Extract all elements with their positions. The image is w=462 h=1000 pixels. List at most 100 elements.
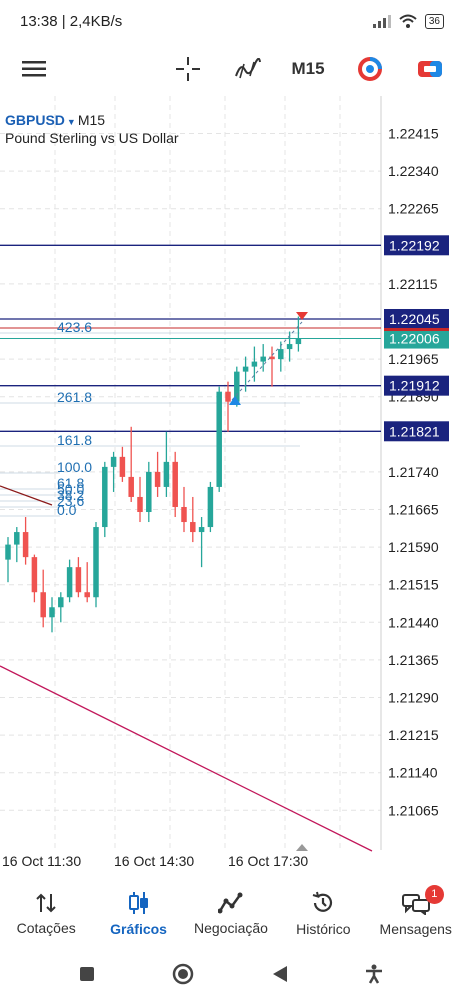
price-level-tag: [384, 308, 449, 329]
trade-icon: [217, 892, 243, 914]
indicators-icon[interactable]: [226, 42, 270, 96]
price-level-tag: [384, 328, 449, 349]
candle-body: [216, 391, 222, 487]
nav-quotes-label: Cotações: [16, 920, 76, 936]
price-tick-label: 1.21365: [388, 652, 439, 668]
ask-line-tag: [384, 328, 449, 331]
price-level-label: 1.22006: [389, 331, 440, 347]
symbol-timeframe: M15: [77, 112, 106, 128]
price-level-label: 1.21821: [389, 423, 440, 439]
price-tick-label: 1.21965: [388, 351, 439, 367]
candle-body: [163, 461, 170, 487]
system-navigation: [0, 948, 462, 1000]
nav-charts-label: Gráficos: [110, 921, 167, 937]
fib-level-label: 38.2: [57, 487, 84, 503]
objects-icon[interactable]: [348, 42, 392, 96]
candle-body: [119, 456, 126, 477]
price-tick-label: 1.21140: [388, 765, 438, 781]
candle-body: [137, 496, 143, 513]
price-chart[interactable]: 1.22415 1.22340 1.22265 1.22115 1.21965 1.218…: [0, 96, 462, 880]
nav-messages[interactable]: Mensagens 1: [370, 885, 462, 937]
price-tick-label: 1.21740: [388, 464, 439, 480]
crosshair-icon[interactable]: [166, 42, 210, 96]
chart-toolbar: M15: [0, 42, 462, 96]
price-tick-label: 1.21440: [388, 614, 439, 630]
fib-level-label: 261.8: [57, 389, 92, 405]
candle-body: [40, 592, 46, 618]
charts-icon: [128, 892, 148, 914]
price-tick-label: 1.22115: [388, 276, 438, 292]
chart-shift-icon: [296, 844, 308, 851]
candle-body: [110, 456, 117, 467]
fib-level-label: 100.0: [57, 459, 92, 475]
time-axis-label: 16 Oct 17:30: [228, 853, 308, 869]
candle-body: [102, 466, 108, 528]
status-bar: 13:38 | 2,4KB/s 36: [0, 0, 462, 42]
sell-arrow-icon: [296, 312, 308, 320]
nav-trade[interactable]: Negociação: [185, 892, 277, 936]
candle-body: [260, 356, 266, 362]
time-axis-label: 16 Oct 14:30: [114, 853, 194, 869]
timeframe-label: M15: [291, 59, 325, 78]
nav-trade-label: Negociação: [194, 920, 268, 936]
symbol-dropdown-icon[interactable]: ▼: [66, 117, 76, 127]
signal-icon: [372, 15, 391, 28]
price-tick-label: 1.21665: [388, 502, 439, 518]
candle-body: [295, 338, 302, 345]
price-level-tag: [384, 375, 449, 396]
fib-level-label: 61.8: [57, 475, 84, 491]
price-tick-label: 1.21215: [388, 727, 439, 743]
fib-level-label: 161.8: [57, 432, 92, 448]
candle-body: [172, 461, 178, 507]
chart-symbol[interactable]: GBPUSD ▼ M15: [5, 112, 105, 128]
bottom-navigation: Cotações Gráficos Negociação Histórico M…: [0, 880, 462, 948]
price-tick-label: 1.21590: [388, 539, 439, 555]
back-icon[interactable]: [272, 965, 288, 983]
price-level-label: 1.22192: [389, 237, 440, 253]
price-tick-label: 1.22265: [388, 201, 439, 217]
candle-body: [84, 592, 90, 598]
buy-arrow-icon: [229, 396, 241, 405]
symbol-name[interactable]: GBPUSD: [5, 112, 65, 128]
candle-body: [5, 544, 11, 560]
price-tick-label: 1.21290: [388, 690, 439, 706]
candle-body: [234, 371, 240, 402]
price-level-tag: [384, 235, 449, 256]
nav-messages-label: Mensagens: [379, 921, 452, 937]
candle-body: [198, 527, 205, 533]
candle-body: [242, 366, 249, 372]
trend-line: [0, 665, 373, 852]
chart-area[interactable]: 1.22415 1.22340 1.22265 1.22115 1.21965 1.218…: [0, 96, 462, 880]
wifi-icon: [399, 14, 417, 28]
stop-icon[interactable]: [79, 966, 95, 982]
trade-icon[interactable]: [408, 42, 452, 96]
timeframe-button[interactable]: M15: [286, 42, 330, 96]
candle-body: [286, 344, 293, 350]
status-time: 13:38 | 2,4KB/s: [20, 12, 123, 30]
fib-level-label: 50.0: [57, 481, 84, 497]
messages-icon: [401, 894, 430, 915]
candle-body: [66, 567, 73, 598]
candle-body: [31, 557, 38, 593]
accessibility-icon[interactable]: [365, 964, 383, 984]
history-icon: [313, 891, 333, 912]
hamburger-menu-icon[interactable]: [12, 42, 56, 96]
quotes-icon: [36, 893, 56, 913]
price-tick-label: 1.22415: [388, 126, 439, 142]
candle-body: [269, 356, 275, 360]
battery-indicator: 36: [424, 13, 444, 29]
price-level-label: 1.21912: [389, 378, 440, 394]
home-icon[interactable]: [172, 963, 194, 985]
candle-body: [93, 527, 99, 598]
candle-body: [154, 471, 161, 487]
candle-body: [225, 391, 231, 402]
fib-level-label: 0.0: [57, 502, 77, 518]
nav-history[interactable]: Histórico: [277, 891, 369, 937]
price-tick-label: 1.22340: [388, 163, 439, 179]
fib-level-label: 423.6: [57, 319, 92, 335]
nav-quotes[interactable]: Cotações: [0, 892, 92, 936]
messages-badge: 1: [424, 885, 444, 904]
nav-history-label: Histórico: [296, 921, 351, 937]
status-icons: 36: [372, 13, 444, 29]
nav-charts[interactable]: Gráficos: [93, 891, 185, 937]
